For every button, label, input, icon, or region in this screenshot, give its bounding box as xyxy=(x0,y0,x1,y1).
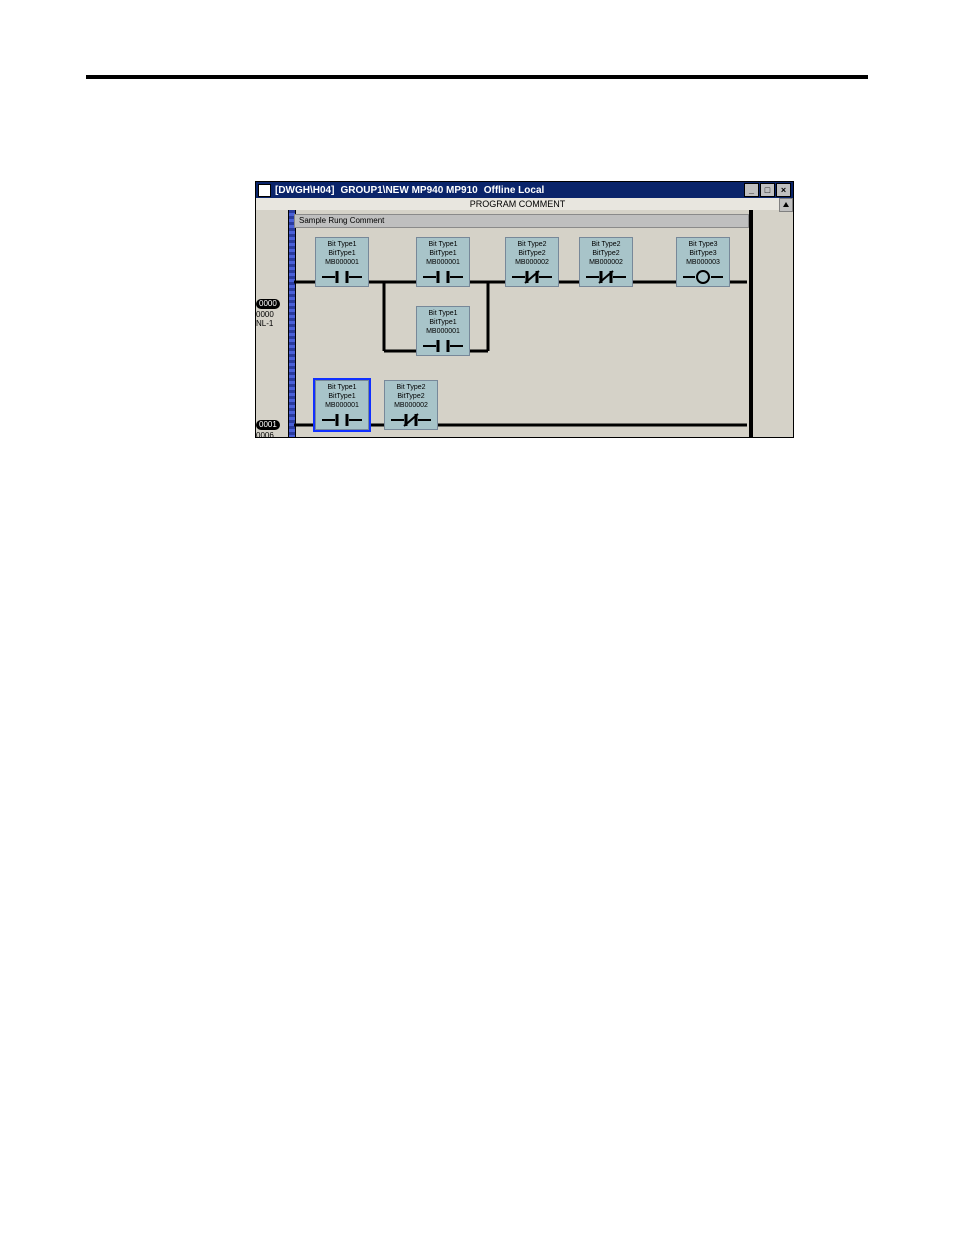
title-path: [DWGH\H04] xyxy=(275,185,334,196)
no-contact-element[interactable]: Bit Type1BitType1MB000001 xyxy=(315,380,369,430)
maximize-button[interactable]: □ xyxy=(760,183,775,197)
vertical-scrollbar[interactable] xyxy=(778,198,793,437)
ladder-editor-window: [DWGH\H04] GROUP1\NEW MP940 MP910 Offlin… xyxy=(255,181,794,438)
contact-icon xyxy=(580,268,632,286)
chevron-up-icon xyxy=(782,201,790,209)
close-button[interactable]: × xyxy=(776,183,791,197)
element-label: Bit Type1BitType1MB000001 xyxy=(316,238,368,268)
title-bar[interactable]: [DWGH\H04] GROUP1\NEW MP940 MP910 Offlin… xyxy=(256,182,793,198)
nc-contact-element[interactable]: Bit Type2BitType2MB000002 xyxy=(384,380,438,430)
no-contact-element[interactable]: Bit Type1BitType1MB000001 xyxy=(416,306,470,356)
contact-icon xyxy=(417,337,469,355)
element-label: Bit Type2BitType2MB000002 xyxy=(385,381,437,411)
close-icon: × xyxy=(781,186,786,195)
maximize-icon: □ xyxy=(765,186,770,195)
title-status: Offline Local xyxy=(484,185,545,196)
rung-label: 00000000NL-1 xyxy=(256,299,286,328)
element-label: Bit Type1BitType1MB000001 xyxy=(316,381,368,411)
element-label: Bit Type3BitType3MB000003 xyxy=(677,238,729,268)
contact-icon xyxy=(316,268,368,286)
app-icon xyxy=(258,184,271,197)
ladder-canvas[interactable]: Sample Rung Comment 00000000NL-1Bit Type… xyxy=(256,210,779,437)
rung-number: 0000 xyxy=(256,299,280,309)
element-label: Bit Type1BitType1MB000001 xyxy=(417,307,469,337)
element-label: Bit Type1BitType1MB000001 xyxy=(417,238,469,268)
rung-label: 00010006NL-1 xyxy=(256,420,286,437)
minimize-button[interactable]: _ xyxy=(744,183,759,197)
no-contact-element[interactable]: Bit Type1BitType1MB000001 xyxy=(416,237,470,287)
contact-icon xyxy=(385,411,437,429)
program-comment-bar: PROGRAM COMMENT xyxy=(256,198,779,210)
element-label: Bit Type2BitType2MB000002 xyxy=(580,238,632,268)
title-group: GROUP1\NEW MP940 MP910 xyxy=(340,185,477,196)
nc-contact-element[interactable]: Bit Type2BitType2MB000002 xyxy=(579,237,633,287)
contact-icon xyxy=(316,411,368,429)
contact-icon xyxy=(506,268,558,286)
nc-contact-element[interactable]: Bit Type2BitType2MB000002 xyxy=(505,237,559,287)
no-contact-element[interactable]: Bit Type1BitType1MB000001 xyxy=(315,237,369,287)
scroll-up-button[interactable] xyxy=(779,198,793,212)
minimize-icon: _ xyxy=(749,186,754,195)
element-label: Bit Type2BitType2MB000002 xyxy=(506,238,558,268)
coil-icon xyxy=(677,268,729,286)
client-area: PROGRAM COMMENT Sample Rung Comment 0000… xyxy=(256,198,793,437)
coil-element[interactable]: Bit Type3BitType3MB000003 xyxy=(676,237,730,287)
page-divider xyxy=(86,75,868,79)
contact-icon xyxy=(417,268,469,286)
rung-number: 0001 xyxy=(256,420,280,430)
